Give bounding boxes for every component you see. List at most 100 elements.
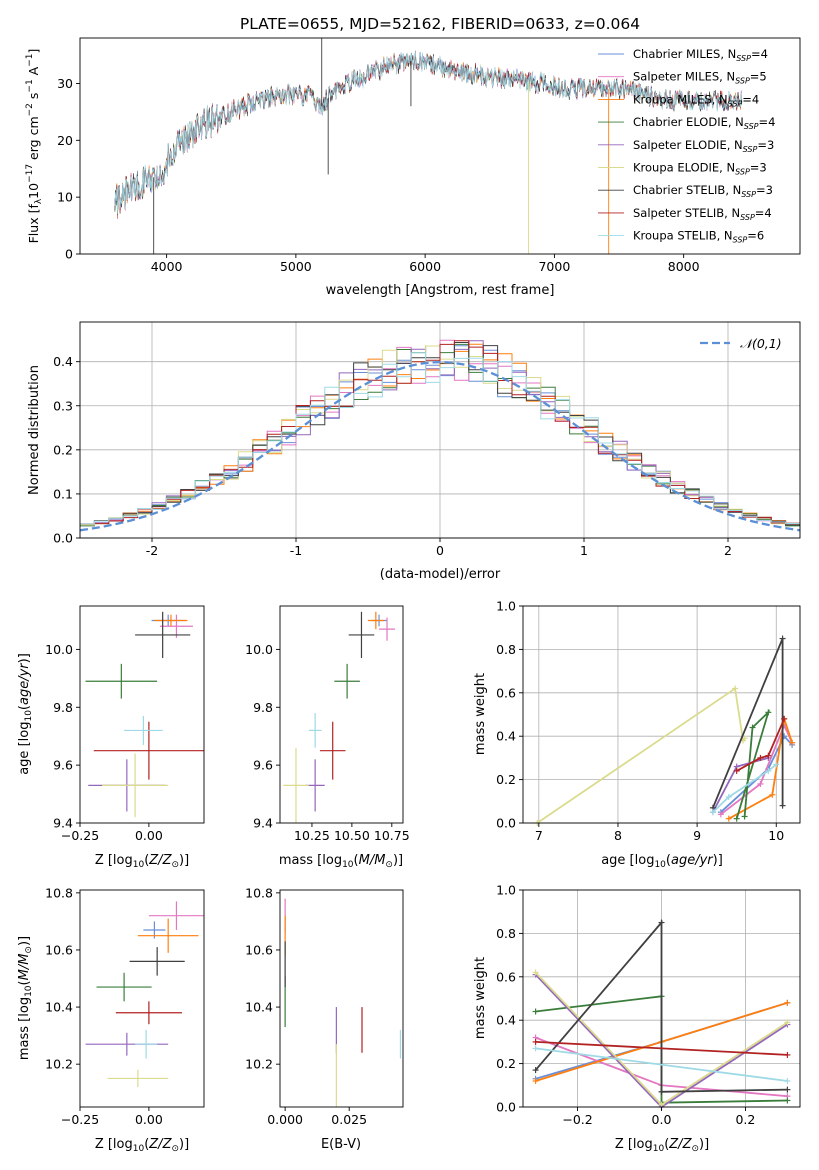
y-tick-label: 0.6	[496, 685, 516, 700]
x-tick-label: 9	[693, 828, 701, 843]
weight-line	[736, 718, 786, 772]
y-tick-label: 0	[65, 247, 73, 262]
spectrum-line	[114, 51, 743, 215]
x-tick-label: 0.00	[135, 828, 163, 843]
histogram-series	[80, 340, 800, 525]
legend-label: Kroupa ELODIE, NSSP=3	[633, 161, 767, 177]
figure-title: PLATE=0655, MJD=52162, FIBERID=0633, z=0…	[240, 15, 640, 33]
plot-area-spectrum	[114, 38, 743, 254]
error-point	[154, 614, 188, 627]
legend-label: Salpeter STELIB, NSSP=4	[633, 206, 772, 222]
y-tick-label: 9.4	[53, 816, 73, 831]
error-point	[93, 721, 204, 780]
y-tick-label: 9.8	[253, 700, 273, 715]
y-tick-label: 0.2	[496, 772, 516, 787]
legend-label: Chabrier MILES, NSSP=4	[633, 47, 768, 63]
histogram-series	[80, 352, 800, 525]
weight-line	[728, 718, 793, 820]
plot-area-age_vs_Z	[85, 611, 204, 818]
y-axis-label: mass weight	[473, 957, 488, 1039]
x-tick-label: 0.2	[735, 1112, 755, 1127]
y-axis-label: mass [log10(M/M⊙)]	[17, 936, 34, 1060]
y-tick-label: 0.2	[496, 1056, 516, 1071]
error-point	[308, 713, 322, 748]
legend-label: Salpeter ELODIE, NSSP=3	[633, 138, 774, 154]
y-tick-label: 10.2	[245, 1057, 273, 1072]
y-tick-label: 0.0	[53, 531, 73, 546]
x-tick-label: 0.0	[652, 1112, 672, 1127]
error-point	[367, 611, 384, 630]
error-point	[135, 611, 191, 659]
y-tick-label: 30	[57, 76, 73, 91]
x-tick-label: 5000	[280, 259, 312, 274]
normal-curve	[80, 360, 800, 532]
axes-age_vs_mass: 10.25 10.50 10.75 9.4 9.6 9.8 10.0 mass [log10(…	[245, 605, 410, 870]
y-tick-label: 0.4	[53, 354, 73, 369]
error-point	[85, 663, 158, 699]
x-axis-label: E(B-V)	[321, 1137, 361, 1152]
x-tick-label: 10	[768, 828, 784, 843]
x-tick-label: 2	[724, 543, 732, 558]
x-axis-label: age [log10(age/yr)]	[601, 853, 723, 870]
y-tick-label: 0.0	[496, 1100, 516, 1115]
legend-label: 𝒩(0,1)	[740, 336, 782, 351]
x-tick-label: −0.25	[61, 1112, 99, 1127]
x-axis-label: Z [log10(Z/Z⊙)]	[95, 853, 189, 870]
y-tick-label: 10	[57, 190, 73, 205]
error-point	[334, 663, 360, 699]
x-tick-label: 1	[580, 543, 588, 558]
y-tick-label: 10.4	[245, 1000, 273, 1015]
x-tick-label: 0.025	[331, 1112, 367, 1127]
y-tick-label: 9.4	[253, 816, 273, 831]
axes-weight_vs_Z: −0.2 0.0 0.2 0.0 0.2 0.4 0.6 0.8 1.0 Z [log10(Z/Z…	[473, 883, 801, 1154]
x-tick-label: 6000	[409, 259, 441, 274]
error-point	[124, 715, 163, 745]
axes-mass_vs_ebv: 0.000 0.025 10.2 10.4 10.6 10.8 E(B-V)	[245, 885, 404, 1152]
x-axis-label: mass [log10(M/M⊙)]	[279, 853, 403, 870]
legend-label: Chabrier STELIB, NSSP=3	[633, 183, 773, 199]
x-tick-label: 10.50	[334, 828, 370, 843]
plot-area-mass_vs_ebv	[284, 898, 402, 1107]
error-point	[319, 721, 346, 780]
axes-residuals: -2 -1 0 1 2 0.0 0.1 0.2 0.3 0.4 𝒩(0,1) (data-model)…	[27, 321, 801, 582]
x-axis-label: Z [log10(Z/Z⊙)]	[95, 1137, 189, 1154]
y-tick-label: 1.0	[496, 883, 516, 898]
y-tick-label: 0.8	[496, 926, 516, 941]
x-tick-label: 0.00	[135, 1112, 163, 1127]
x-axis-label: wavelength [Angstrom, rest frame]	[326, 283, 555, 298]
plot-area-weight_vs_age	[534, 635, 796, 826]
error-point	[379, 617, 396, 641]
error-point	[137, 918, 199, 953]
y-tick-label: 0.1	[53, 486, 73, 501]
y-tick-label: 0.6	[496, 969, 516, 984]
y-tick-label: 0.4	[496, 729, 516, 744]
axes-frame	[79, 889, 205, 1108]
weight-line	[720, 734, 793, 813]
plot-area-weight_vs_Z	[532, 919, 791, 1110]
x-tick-label: 0.000	[267, 1112, 303, 1127]
y-tick-label: 10.6	[45, 942, 73, 957]
weight-line	[712, 763, 777, 813]
weight-line	[536, 686, 746, 824]
y-tick-label: 10.0	[45, 642, 73, 657]
error-point	[102, 753, 169, 818]
y-tick-label: 9.8	[53, 700, 73, 715]
y-tick-label: 10.2	[45, 1057, 73, 1072]
y-tick-label: 9.6	[53, 758, 73, 773]
weight-line	[535, 1041, 788, 1056]
axes-frame	[522, 605, 801, 824]
plot-area-residuals	[80, 339, 800, 532]
y-tick-label: 20	[57, 133, 73, 148]
x-tick-label: 4000	[151, 259, 183, 274]
legend-label: Kroupa MILES, NSSP=4	[633, 92, 759, 108]
y-tick-label: 9.6	[253, 758, 273, 773]
weight-line	[720, 723, 793, 816]
x-tick-label: −0.2	[562, 1112, 592, 1127]
error-point	[348, 611, 375, 659]
error-point	[159, 614, 193, 638]
x-tick-label: −0.25	[61, 828, 99, 843]
error-point	[107, 1069, 169, 1088]
x-tick-label: 0	[436, 543, 444, 558]
y-tick-label: 0.3	[53, 398, 73, 413]
